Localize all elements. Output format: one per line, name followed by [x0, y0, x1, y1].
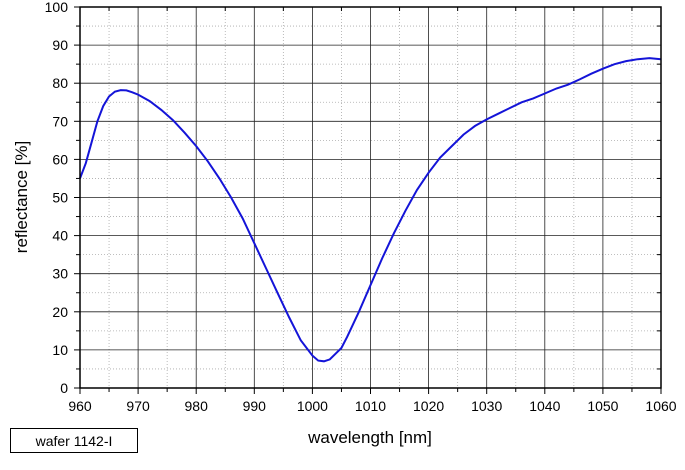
y-tick-label: 80 — [52, 75, 68, 91]
y-tick-label: 20 — [52, 304, 68, 320]
y-tick-label: 90 — [52, 37, 68, 53]
y-tick-labels: 0 10 20 30 40 50 60 70 80 90 100 — [45, 0, 69, 396]
y-tick-label: 40 — [52, 228, 68, 244]
x-tick-label: 1050 — [587, 398, 618, 414]
x-tick-labels: 960 970 980 990 1000 1010 1020 1030 1040 1050 1060 — [68, 398, 676, 414]
plot-frame — [79, 6, 662, 389]
x-tick-label: 1060 — [645, 398, 676, 414]
y-tick-label: 70 — [52, 113, 68, 129]
legend-box — [10, 428, 138, 453]
y-tick-label: 0 — [60, 380, 68, 396]
x-tick-label: 1010 — [355, 398, 386, 414]
x-tick-label: 1030 — [471, 398, 502, 414]
y-tick-label: 30 — [52, 266, 68, 282]
x-tick-label: 1040 — [529, 398, 560, 414]
x-axis-label: wavelength [nm] — [307, 428, 432, 447]
y-tick-label: 100 — [45, 0, 69, 15]
x-tick-label: 980 — [185, 398, 209, 414]
grid — [79, 6, 662, 389]
y-tick-label: 60 — [52, 151, 68, 167]
y-tick-label: 10 — [52, 342, 68, 358]
legend-label: wafer 1142-I — [35, 433, 113, 449]
x-tick-label: 960 — [68, 398, 92, 414]
series-line — [79, 57, 662, 363]
x-tick-label: 990 — [243, 398, 267, 414]
x-tick-label: 1000 — [297, 398, 328, 414]
legend: wafer 1142-I — [10, 428, 138, 453]
x-tick-label: 1020 — [413, 398, 444, 414]
y-axis-label: reflectance [%] — [12, 141, 31, 253]
y-tick-label: 50 — [52, 190, 68, 206]
x-tick-label: 970 — [126, 398, 150, 414]
axis-ticks — [74, 6, 662, 394]
